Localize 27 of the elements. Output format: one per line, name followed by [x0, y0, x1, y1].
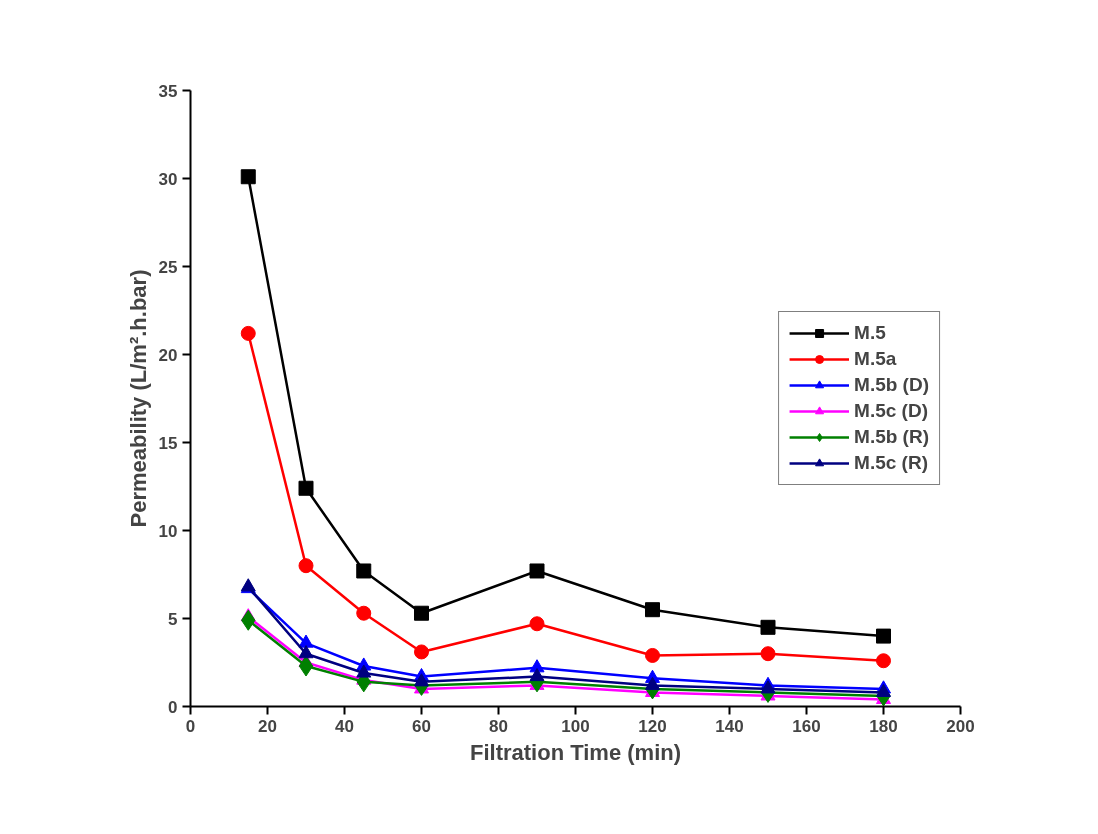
- x-tick-label: 100: [561, 716, 590, 736]
- x-tick-label: 160: [792, 716, 821, 736]
- y-tick-label: 5: [168, 609, 178, 629]
- legend-label: M.5c (D): [854, 400, 928, 422]
- x-tick-label: 200: [946, 716, 975, 736]
- y-tick-label: 20: [158, 345, 178, 365]
- legend-label: M.5c (R): [854, 452, 928, 474]
- x-tick-label: 140: [715, 716, 744, 736]
- x-tick-label: 60: [412, 716, 431, 736]
- y-tick-label: 0: [168, 697, 178, 717]
- legend-label: M.5a: [854, 348, 897, 370]
- y-tick-label: 25: [158, 257, 178, 277]
- legend-label: M.5b (D): [854, 374, 929, 396]
- y-tick-label: 35: [158, 81, 178, 101]
- x-tick-label: 40: [335, 716, 354, 736]
- x-tick-label: 180: [869, 716, 898, 736]
- x-axis-title: Filtration Time (min): [469, 739, 682, 765]
- legend-label: M.5: [854, 322, 886, 344]
- legend-label: M.5b (R): [854, 426, 929, 448]
- x-tick-label: 120: [638, 716, 667, 736]
- y-tick-label: 10: [158, 521, 178, 541]
- y-axis-title: Permeability (L/m².h.bar): [125, 269, 151, 528]
- x-tick-label: 80: [489, 716, 508, 736]
- y-tick-label: 15: [158, 433, 178, 453]
- x-tick-label: 20: [258, 716, 277, 736]
- x-tick-label: 0: [185, 716, 196, 736]
- y-tick-label: 30: [158, 169, 178, 189]
